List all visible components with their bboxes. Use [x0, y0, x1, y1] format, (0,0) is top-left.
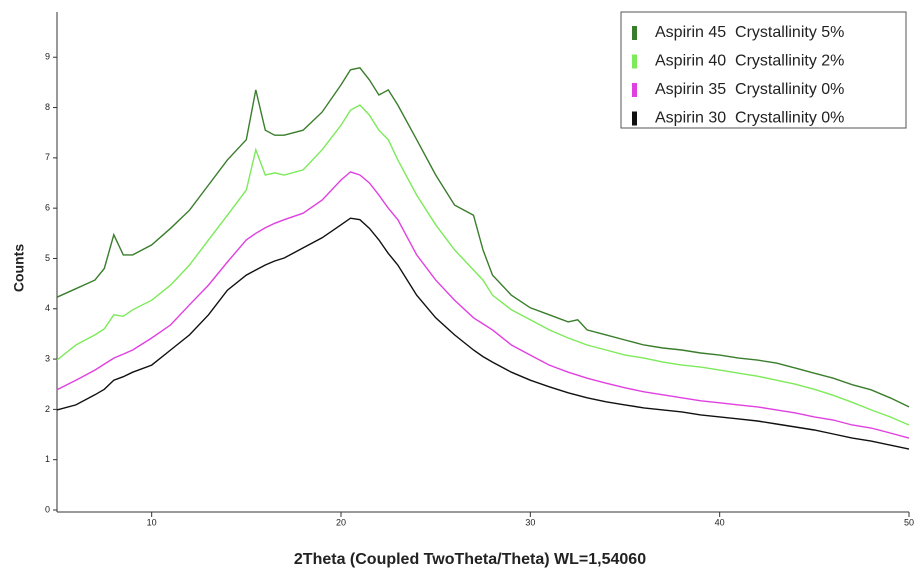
legend-label: Aspirin 45 Crystallinity 5%: [655, 24, 844, 41]
y-axis-title: Counts: [11, 244, 27, 292]
x-tick-label: 40: [715, 517, 725, 527]
y-tick-label: 0: [45, 504, 50, 514]
legend-label: Aspirin 40 Crystallinity 2%: [655, 53, 844, 70]
legend-marker: [632, 83, 637, 97]
series-line: [56, 171, 910, 439]
x-tick-label: 50: [904, 517, 914, 527]
series-line: [56, 67, 910, 408]
legend-label: Aspirin 30 Crystallinity 0%: [655, 110, 844, 127]
legend-marker: [632, 111, 637, 126]
x-axis-title: 2Theta (Coupled TwoTheta/Theta) WL=1,540…: [294, 551, 646, 568]
x-tick-label: 10: [147, 517, 157, 527]
y-tick-label: 8: [45, 102, 50, 112]
legend-box: [620, 11, 907, 129]
y-tick-label: 1: [45, 454, 50, 464]
y-tick-label: 9: [45, 52, 50, 62]
x-tick-label: 20: [336, 517, 346, 527]
y-tick-label: 7: [45, 152, 50, 162]
series-line: [56, 217, 910, 450]
series-line: [56, 104, 910, 426]
y-tick-label: 4: [45, 303, 50, 313]
y-tick-label: 5: [45, 253, 50, 263]
legend-label: Aspirin 35 Crystallinity 0%: [655, 81, 844, 98]
legend-marker: [632, 26, 637, 40]
legend-marker: [632, 54, 637, 69]
y-tick-label: 3: [45, 353, 50, 363]
x-tick-label: 30: [525, 517, 535, 527]
y-tick-label: 2: [45, 404, 50, 414]
y-tick-label: 6: [45, 203, 50, 213]
